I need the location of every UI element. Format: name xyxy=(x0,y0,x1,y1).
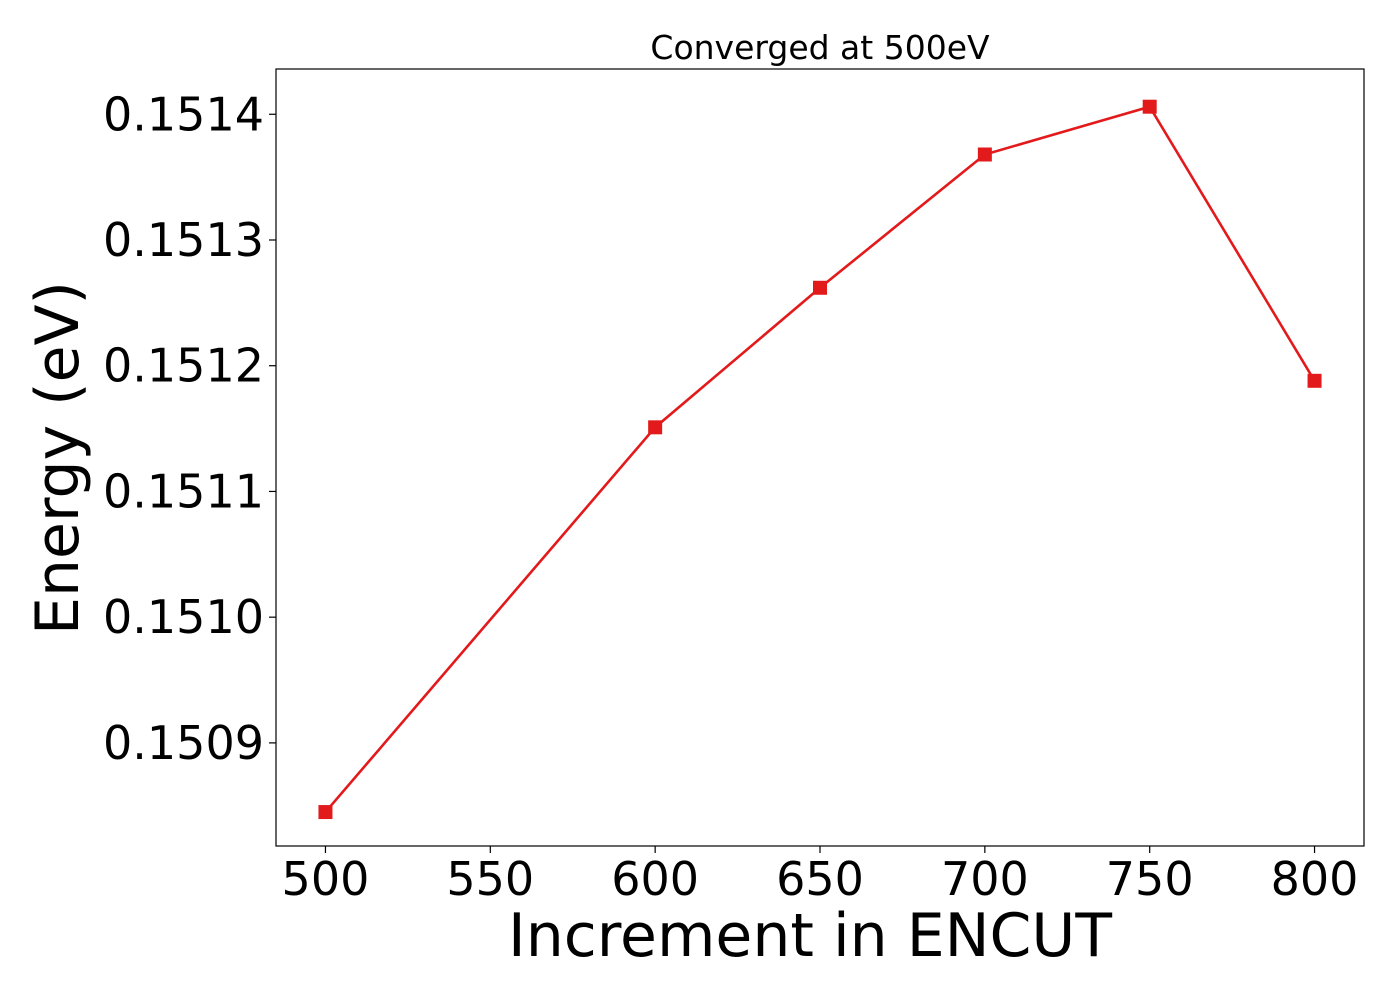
y-tick-label: 0.1514 xyxy=(103,87,264,141)
series-layer xyxy=(318,99,1322,820)
x-tick-label: 550 xyxy=(446,852,534,906)
x-tick-label: 650 xyxy=(776,852,864,906)
data-point xyxy=(1307,373,1322,388)
series-line xyxy=(324,105,1316,813)
y-tick-label: 0.1513 xyxy=(103,213,264,267)
y-tick-label: 0.1510 xyxy=(103,590,264,644)
y-axis-label: Energy (eV) xyxy=(23,281,93,635)
data-point xyxy=(977,147,992,162)
x-tick-label: 700 xyxy=(941,852,1029,906)
x-tick-label: 600 xyxy=(611,852,699,906)
x-axis-label: Increment in ENCUT xyxy=(508,901,1112,971)
data-point xyxy=(813,280,827,295)
x-axis: 500 550 600 650 700 750 800 xyxy=(282,846,1359,906)
plot-frame xyxy=(275,68,1365,847)
x-tick-label: 750 xyxy=(1106,852,1194,906)
data-point xyxy=(648,420,663,435)
chart-title: Converged at 500eV xyxy=(650,28,990,67)
data-point xyxy=(1142,99,1157,114)
y-axis: 0.1509 0.1510 0.1511 0.1512 0.1513 0.1514 xyxy=(103,87,276,770)
x-tick-label: 800 xyxy=(1271,852,1359,906)
x-tick-label: 500 xyxy=(282,852,370,906)
y-tick-label: 0.1512 xyxy=(103,339,264,393)
y-tick-label: 0.1511 xyxy=(103,464,264,518)
data-point xyxy=(318,805,333,820)
y-tick-label: 0.1509 xyxy=(103,716,264,770)
